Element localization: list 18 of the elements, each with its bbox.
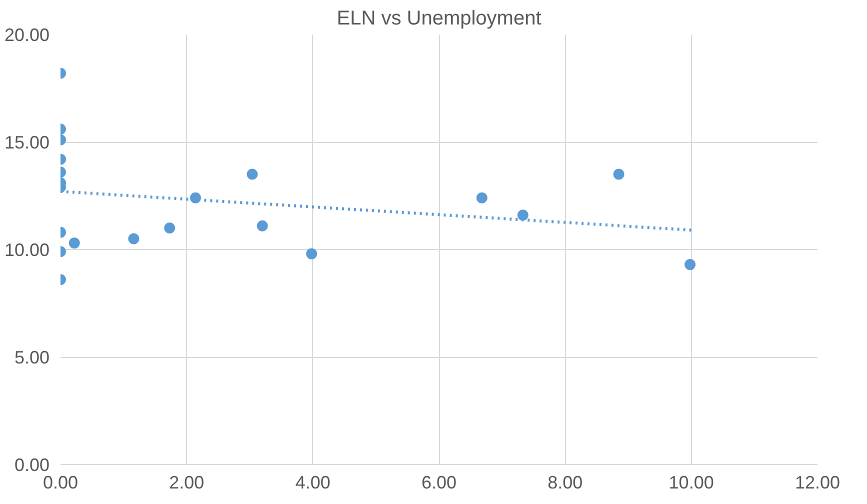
point: [517, 210, 528, 221]
y-tick-label: 20.00: [4, 25, 50, 45]
y-tick-label: 10.00: [4, 240, 50, 260]
x-tick-label: 0.00: [42, 472, 78, 492]
x-tick-label: 2.00: [169, 472, 204, 492]
y-tick-label: 5.00: [14, 348, 50, 368]
point: [476, 192, 488, 204]
x-tick-label: 6.00: [421, 472, 457, 492]
x-tick-label: 4.00: [295, 472, 330, 492]
x-tick-label: 8.00: [548, 472, 583, 492]
point: [613, 168, 624, 180]
point: [684, 259, 696, 270]
y-tick-label: 15.00: [4, 132, 50, 152]
y-tick-label: 0.00: [14, 455, 50, 475]
chart-title: ELN vs Unemployment: [336, 8, 542, 30]
x-tick-label: 12.00: [794, 472, 840, 492]
x-tick-label: 10.00: [668, 472, 714, 492]
point: [306, 248, 318, 260]
